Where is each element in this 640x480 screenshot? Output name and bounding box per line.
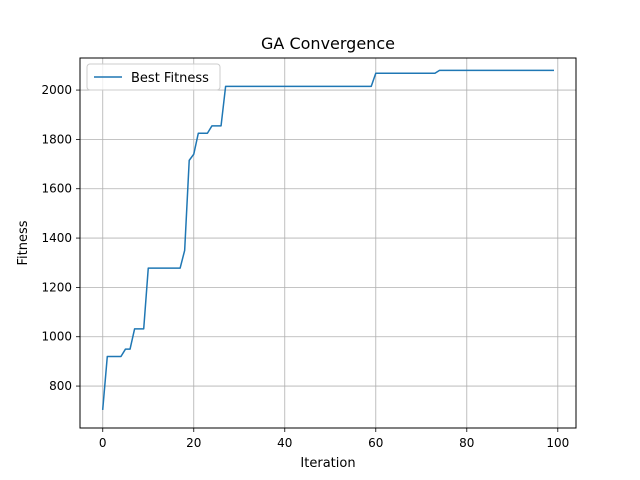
x-tick-label: 100 bbox=[546, 436, 569, 450]
x-tick-label: 80 bbox=[459, 436, 474, 450]
legend-label-best-fitness: Best Fitness bbox=[131, 71, 209, 86]
series-layer bbox=[101, 69, 554, 411]
x-tick-label: 0 bbox=[99, 436, 107, 450]
chart-title: GA Convergence bbox=[261, 34, 395, 53]
x-axis-label: Iteration bbox=[300, 456, 355, 471]
y-tick-label: 1800 bbox=[41, 132, 72, 146]
y-tick-label: 1200 bbox=[41, 280, 72, 294]
plot-frame bbox=[79, 57, 577, 429]
plot-area bbox=[80, 58, 576, 428]
grid bbox=[80, 58, 576, 428]
x-tick-label: 40 bbox=[277, 436, 292, 450]
y-tick-label: 2000 bbox=[41, 83, 72, 97]
y-axis-label: Fitness bbox=[16, 220, 31, 265]
ticks: 0 20 40 60 80 100 800 1000 1200 1400 1600 1800 2000 bbox=[41, 83, 569, 450]
y-tick-label: 1000 bbox=[41, 330, 72, 344]
x-tick-label: 20 bbox=[186, 436, 201, 450]
series-line-best-fitness bbox=[101, 69, 554, 411]
legend: Best Fitness bbox=[86, 63, 221, 91]
y-tick-label: 1600 bbox=[41, 182, 72, 196]
y-tick-label: 800 bbox=[49, 379, 72, 393]
x-tick-label: 60 bbox=[368, 436, 383, 450]
legend-box bbox=[86, 63, 221, 91]
y-tick-label: 1400 bbox=[41, 231, 72, 245]
